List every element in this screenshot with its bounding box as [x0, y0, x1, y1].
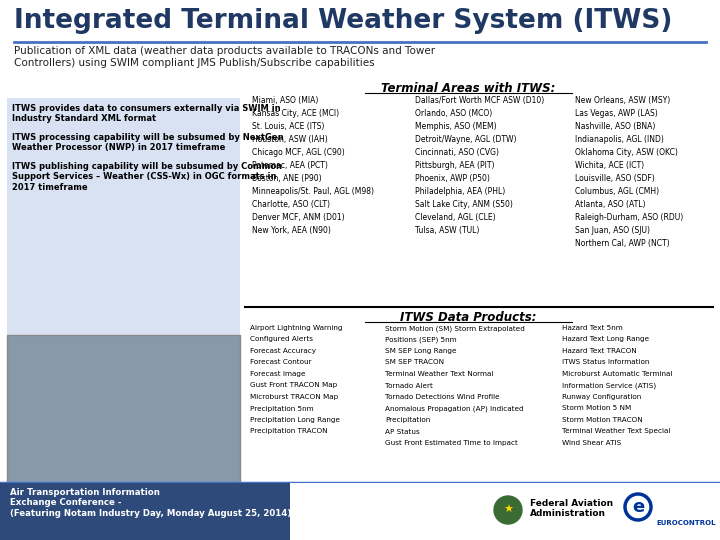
Text: Nashville, ASO (BNA): Nashville, ASO (BNA) [575, 122, 655, 131]
Text: Microburst Automatic Terminal: Microburst Automatic Terminal [562, 371, 672, 377]
Text: Kansas City, ACE (MCI): Kansas City, ACE (MCI) [252, 109, 339, 118]
Text: ★: ★ [503, 505, 513, 515]
Text: Cincinnati, ASO (CVG): Cincinnati, ASO (CVG) [415, 148, 499, 157]
Circle shape [494, 496, 522, 524]
Text: e: e [632, 498, 644, 516]
Text: Charlotte, ASO (CLT): Charlotte, ASO (CLT) [252, 200, 330, 209]
Text: Philadelphia, AEA (PHL): Philadelphia, AEA (PHL) [415, 187, 505, 196]
Text: Integrated Terminal Weather System (ITWS): Integrated Terminal Weather System (ITWS… [14, 8, 672, 34]
Text: Tornado Detections Wind Profile: Tornado Detections Wind Profile [385, 394, 500, 400]
Text: Columbus, AGL (CMH): Columbus, AGL (CMH) [575, 187, 659, 196]
Text: Storm Motion TRACON: Storm Motion TRACON [562, 417, 643, 423]
Text: Pittsburgh, AEA (PIT): Pittsburgh, AEA (PIT) [415, 161, 495, 170]
Text: Terminal Areas with ITWS:: Terminal Areas with ITWS: [381, 82, 555, 95]
Text: Precipitation TRACON: Precipitation TRACON [250, 429, 328, 435]
FancyBboxPatch shape [290, 483, 720, 540]
Text: Louisville, ASO (SDF): Louisville, ASO (SDF) [575, 174, 654, 183]
Text: Indianapolis, AGL (IND): Indianapolis, AGL (IND) [575, 135, 664, 144]
FancyBboxPatch shape [7, 98, 240, 393]
Text: Atlanta, ASO (ATL): Atlanta, ASO (ATL) [575, 200, 646, 209]
Text: Forecast Image: Forecast Image [250, 371, 305, 377]
Text: Tornado Alert: Tornado Alert [385, 382, 433, 388]
Text: Microburst TRACON Map: Microburst TRACON Map [250, 394, 338, 400]
Text: Boston, ANE (P90): Boston, ANE (P90) [252, 174, 322, 183]
Text: Dallas/Fort Worth MCF ASW (D10): Dallas/Fort Worth MCF ASW (D10) [415, 96, 544, 105]
Text: Northern Cal, AWP (NCT): Northern Cal, AWP (NCT) [575, 239, 670, 248]
Text: Terminal Weather Text Special: Terminal Weather Text Special [562, 429, 670, 435]
Text: Forecast Accuracy: Forecast Accuracy [250, 348, 316, 354]
Text: Houston, ASW (IAH): Houston, ASW (IAH) [252, 135, 328, 144]
Text: Configured Alerts: Configured Alerts [250, 336, 313, 342]
Text: Orlando, ASO (MCO): Orlando, ASO (MCO) [415, 109, 492, 118]
Text: Miami, ASO (MIA): Miami, ASO (MIA) [252, 96, 318, 105]
Text: ITWS Data Products:: ITWS Data Products: [400, 311, 536, 324]
Text: San Juan, ASO (SJU): San Juan, ASO (SJU) [575, 226, 650, 235]
Text: Precipitation: Precipitation [385, 417, 431, 423]
Text: Phoenix, AWP (P50): Phoenix, AWP (P50) [415, 174, 490, 183]
Text: Minneapolis/St. Paul, AGL (M98): Minneapolis/St. Paul, AGL (M98) [252, 187, 374, 196]
Text: Information Service (ATIS): Information Service (ATIS) [562, 382, 656, 389]
Text: Wichita, ACE (ICT): Wichita, ACE (ICT) [575, 161, 644, 170]
Text: Raleigh-Durham, ASO (RDU): Raleigh-Durham, ASO (RDU) [575, 213, 683, 222]
Text: AP Status: AP Status [385, 429, 420, 435]
Text: Terminal Weather Text Normal: Terminal Weather Text Normal [385, 371, 493, 377]
Text: Runway Configuration: Runway Configuration [562, 394, 642, 400]
Text: Air Transportation Information
Exchange Conference -
(Featuring Notam Industry D: Air Transportation Information Exchange … [10, 488, 292, 518]
Text: Hazard Text TRACON: Hazard Text TRACON [562, 348, 636, 354]
Text: Denver MCF, ANM (D01): Denver MCF, ANM (D01) [252, 213, 345, 222]
Text: Hazard Text 5nm: Hazard Text 5nm [562, 325, 623, 331]
Text: Storm Motion 5 NM: Storm Motion 5 NM [562, 406, 631, 411]
Text: Hazard Text Long Range: Hazard Text Long Range [562, 336, 649, 342]
Text: St. Louis, ACE (ITS): St. Louis, ACE (ITS) [252, 122, 325, 131]
Text: Anomalous Propagation (AP) Indicated: Anomalous Propagation (AP) Indicated [385, 406, 523, 412]
Text: Positions (SEP) 5nm: Positions (SEP) 5nm [385, 336, 456, 343]
Text: Federal Aviation
Administration: Federal Aviation Administration [530, 499, 613, 518]
Text: EUROCONTROL: EUROCONTROL [656, 520, 716, 526]
Text: Salt Lake City, ANM (S50): Salt Lake City, ANM (S50) [415, 200, 513, 209]
Text: ITWS Status Information: ITWS Status Information [562, 360, 649, 366]
Text: Potomac, AEA (PCT): Potomac, AEA (PCT) [252, 161, 328, 170]
Text: Forecast Contour: Forecast Contour [250, 360, 312, 366]
Text: Gust Front Estimated Time to Impact: Gust Front Estimated Time to Impact [385, 440, 518, 446]
Text: Las Vegas, AWP (LAS): Las Vegas, AWP (LAS) [575, 109, 658, 118]
Text: Airport Lightning Warning: Airport Lightning Warning [250, 325, 343, 331]
Text: Wind Shear ATIS: Wind Shear ATIS [562, 440, 621, 446]
FancyBboxPatch shape [7, 335, 240, 505]
Text: Detroit/Wayne, AGL (DTW): Detroit/Wayne, AGL (DTW) [415, 135, 516, 144]
Text: Storm Motion (SM) Storm Extrapolated: Storm Motion (SM) Storm Extrapolated [385, 325, 525, 332]
Text: New York, AEA (N90): New York, AEA (N90) [252, 226, 331, 235]
Text: ITWS processing capability will be subsumed by NextGen
Weather Processor (NWP) i: ITWS processing capability will be subsu… [12, 133, 284, 152]
Text: SM SEP Long Range: SM SEP Long Range [385, 348, 456, 354]
FancyBboxPatch shape [0, 483, 290, 540]
Text: Tulsa, ASW (TUL): Tulsa, ASW (TUL) [415, 226, 480, 235]
Text: ITWS publishing capability will be subsumed by Common
Support Services – Weather: ITWS publishing capability will be subsu… [12, 162, 282, 192]
Text: Cleveland, AGL (CLE): Cleveland, AGL (CLE) [415, 213, 495, 222]
Text: Oklahoma City, ASW (OKC): Oklahoma City, ASW (OKC) [575, 148, 678, 157]
Text: Chicago MCF, AGL (C90): Chicago MCF, AGL (C90) [252, 148, 345, 157]
Text: Precipitation Long Range: Precipitation Long Range [250, 417, 340, 423]
Text: ITWS provides data to consumers externally via SWIM in
Industry Standard XML for: ITWS provides data to consumers external… [12, 104, 281, 124]
Text: Gust Front TRACON Map: Gust Front TRACON Map [250, 382, 337, 388]
Text: Precipitation 5nm: Precipitation 5nm [250, 406, 314, 411]
Text: New Orleans, ASW (MSY): New Orleans, ASW (MSY) [575, 96, 670, 105]
Text: SM SEP TRACON: SM SEP TRACON [385, 360, 444, 366]
Text: Publication of XML data (weather data products available to TRACONs and Tower
Co: Publication of XML data (weather data pr… [14, 46, 435, 68]
Text: Memphis, ASO (MEM): Memphis, ASO (MEM) [415, 122, 497, 131]
